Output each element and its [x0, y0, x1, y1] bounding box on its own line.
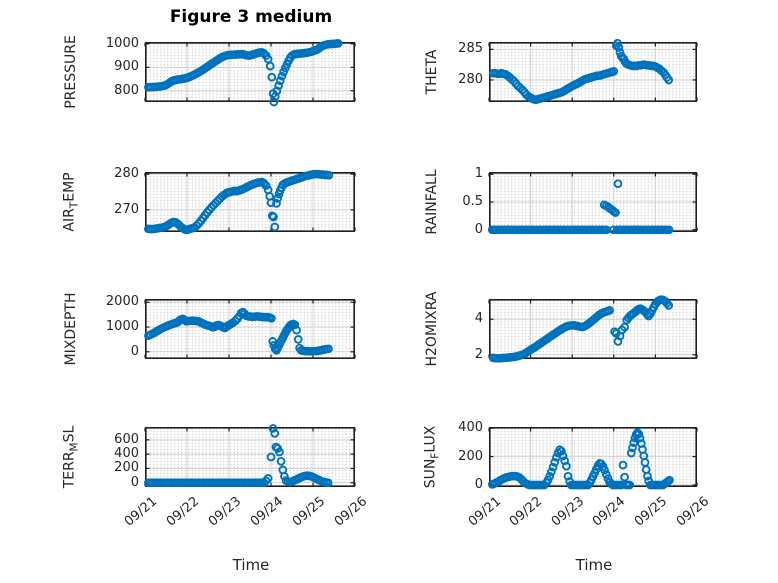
y-axis-label: PRESSURE [63, 35, 79, 109]
y-tick-label: 1 [474, 166, 483, 182]
y-tick-label: 2000 [105, 294, 139, 310]
y-tick-label: 280 [114, 166, 139, 182]
y-tick-label: 200 [458, 448, 483, 464]
x-tick-label: 09/21 [121, 494, 160, 530]
plot-area [488, 38, 698, 104]
y-tick-label: 1000 [105, 319, 139, 335]
x-axis-label-left: Time [232, 556, 270, 574]
plot-area [144, 424, 356, 488]
plot-area [144, 39, 356, 107]
x-tick-label: 09/22 [506, 494, 546, 530]
axes-box [144, 299, 356, 360]
axes-box [144, 172, 356, 233]
grid-lines [489, 172, 697, 232]
data-points [144, 307, 333, 356]
axes-box [488, 299, 698, 360]
y-tick-label: 2 [474, 346, 483, 362]
data-points [487, 179, 674, 235]
y-axis-label: H2OMIXRA [424, 291, 440, 367]
y-axis-label: AIRTEMP [61, 172, 81, 232]
subplot-airtemp [144, 169, 356, 235]
x-tick-label: 09/24 [247, 494, 286, 530]
plot-area [144, 169, 356, 235]
y-axis-label: RAINFALL [424, 169, 440, 235]
plot-area [487, 427, 698, 490]
y-tick-label: 600 [114, 431, 139, 447]
x-tick-label: 09/26 [673, 494, 712, 530]
y-tick-label: 280 [458, 71, 483, 87]
x-tick-label: 09/23 [548, 494, 587, 530]
y-tick-label: 900 [114, 59, 139, 75]
x-tick-label: 09/22 [163, 494, 202, 530]
y-axis-label: TERRMSL [61, 425, 81, 489]
subplot-sunflux [487, 427, 698, 490]
x-tick-label: 09/26 [331, 494, 370, 530]
data-points [144, 169, 334, 235]
y-tick-label: 800 [114, 82, 139, 98]
subplot-rainfall [487, 172, 698, 235]
plot-area [487, 172, 698, 235]
y-tick-label: 0.5 [462, 194, 483, 209]
y-axis-label: THETA [424, 49, 440, 95]
subplot-h2omixra [488, 295, 698, 363]
y-tick-label: 400 [114, 446, 139, 462]
data-points [488, 38, 674, 104]
y-tick-label: 0 [130, 474, 139, 490]
y-tick-label: 1000 [105, 35, 139, 51]
data-points [144, 39, 343, 107]
subplot-theta [488, 38, 698, 104]
x-tick-label: 09/23 [205, 494, 244, 530]
x-tick-label: 09/24 [590, 494, 629, 530]
y-tick-label: 400 [458, 420, 483, 436]
subplot-mixdepth [144, 299, 356, 360]
data-points [488, 295, 674, 363]
figure-title: Figure 3 medium [169, 7, 333, 27]
y-tick-label: 0 [474, 477, 483, 492]
y-tick-label: 4 [474, 311, 483, 327]
y-tick-label: 270 [114, 201, 139, 217]
plot-area [488, 295, 698, 363]
y-axis-label: SUNFLUX [422, 425, 442, 489]
subplot-pressure [144, 39, 356, 107]
x-tick-label: 09/25 [631, 494, 671, 530]
data-points [487, 428, 674, 490]
y-tick-label: 0 [474, 221, 483, 237]
subplot-terrmsl [144, 424, 356, 488]
plot-area [144, 299, 356, 360]
y-tick-label: 0 [130, 343, 139, 359]
data-points [144, 424, 333, 488]
y-axis-label: MIXDEPTH [63, 292, 79, 366]
y-tick-label: 200 [114, 460, 139, 476]
x-tick-label: 09/21 [465, 494, 504, 530]
y-tick-label: 285 [458, 41, 483, 57]
x-axis-label-right: Time [575, 556, 613, 574]
x-tick-label: 09/25 [289, 494, 328, 530]
